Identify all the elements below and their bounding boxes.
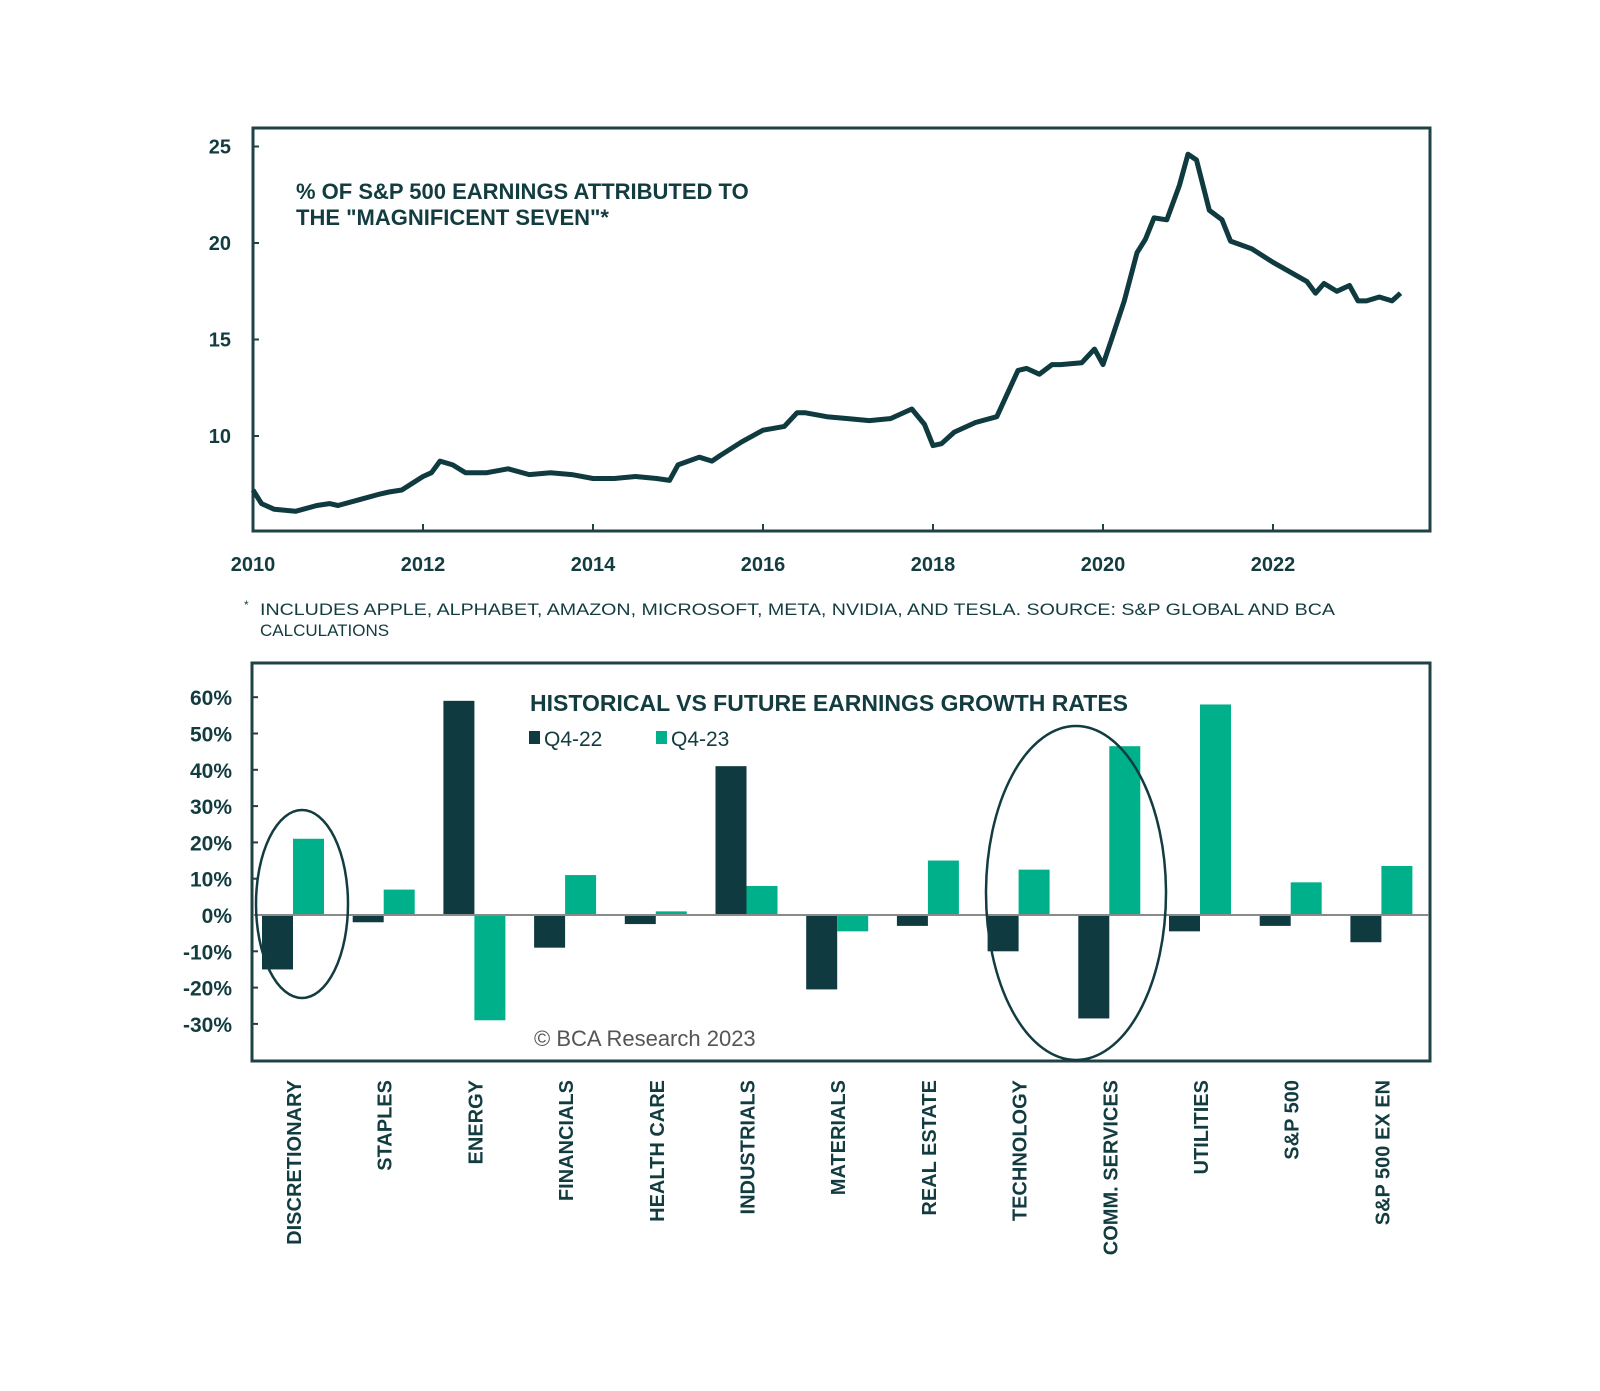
bar-q4-22-financials xyxy=(534,915,566,948)
bar-q4-22-materials xyxy=(806,915,838,990)
line-chart-x-axis: 2010 2012 2014 2016 2018 2020 2022 xyxy=(231,524,1296,576)
y-tick-label: 20 xyxy=(209,233,231,255)
bar-q4-23-s-p-500-ex-en xyxy=(1381,865,1413,915)
category-label: S&P 500 xyxy=(1282,1080,1304,1160)
bar-q4-23-health-care xyxy=(655,911,687,915)
bar-chart-bars xyxy=(262,700,1413,1021)
bar-chart: 60% 50% 40% 30% 20% 10% 0% -10% -20% -30% HISTORI… xyxy=(183,661,1432,1255)
legend-swatch-q4-23 xyxy=(656,731,667,744)
bar-q4-23-staples xyxy=(383,889,415,915)
y-tick-label: 10 xyxy=(209,426,231,448)
y-tick-label: 30% xyxy=(190,796,232,819)
legend-swatch-q4-22 xyxy=(529,731,540,744)
category-label: ENERGY xyxy=(465,1079,487,1164)
bar-q4-22-utilities xyxy=(1169,915,1200,932)
footnote-line1: INCLUDES APPLE, ALPHABET, AMAZON, MICROS… xyxy=(260,600,1336,619)
bar-q4-22-staples xyxy=(352,915,384,923)
footnote-marker: * xyxy=(244,598,249,612)
y-tick-label: -30% xyxy=(183,1014,232,1037)
bar-q4-23-real-estate xyxy=(927,860,959,915)
highlight-ellipse-discretionary xyxy=(254,808,350,1000)
x-tick-label: 2022 xyxy=(1251,554,1296,576)
bar-q4-22-real-estate xyxy=(896,915,928,926)
bar-chart-frame xyxy=(250,661,1432,1063)
y-tick-label: -10% xyxy=(183,941,232,964)
y-tick-label: 25 xyxy=(209,137,231,159)
y-tick-label: 40% xyxy=(190,760,232,783)
highlight-ellipse-tech-comm xyxy=(984,724,1168,1062)
bar-q4-22-energy xyxy=(443,700,475,915)
line-chart-frame xyxy=(251,126,1432,533)
x-tick-label: 2018 xyxy=(911,554,956,576)
category-label: MATERIALS xyxy=(828,1080,850,1195)
line-chart-title-line1: % OF S&P 500 EARNINGS ATTRIBUTED TO xyxy=(296,179,749,204)
x-tick-label: 2016 xyxy=(741,554,786,576)
bar-q4-23-s-p-500 xyxy=(1290,882,1322,915)
bar-q4-23-technology xyxy=(1018,869,1050,915)
x-tick-label: 2014 xyxy=(571,554,616,576)
legend: Q4-22 Q4-23 xyxy=(529,728,729,751)
bar-q4-23-comm-services xyxy=(1109,746,1141,915)
y-tick-label: 0% xyxy=(202,905,233,928)
bar-q4-23-financials xyxy=(565,875,597,915)
footnote-line2: CALCULATIONS xyxy=(260,621,389,640)
category-label: FINANCIALS xyxy=(556,1080,578,1201)
category-label: REAL ESTATE xyxy=(919,1080,941,1216)
legend-label-q4-23: Q4-23 xyxy=(671,728,729,751)
legend-label-q4-22: Q4-22 xyxy=(544,728,602,751)
copyright-credit: © BCA Research 2023 xyxy=(534,1026,756,1051)
bar-q4-22-industrials xyxy=(715,766,747,915)
bar-q4-22-comm-services xyxy=(1078,915,1110,1019)
bar-q4-22-s-p-500-ex-en xyxy=(1350,915,1382,943)
category-label: COMM. SERVICES xyxy=(1100,1080,1122,1255)
y-tick-label: 20% xyxy=(190,832,232,855)
y-tick-label: 60% xyxy=(190,687,232,710)
category-label: TECHNOLOGY xyxy=(1010,1079,1032,1221)
bar-q4-23-discretionary xyxy=(293,838,324,915)
line-chart-y-axis: 10 15 20 25 xyxy=(209,137,259,448)
bar-q4-23-utilities xyxy=(1200,704,1231,915)
bar-q4-23-industrials xyxy=(746,885,778,915)
x-tick-label: 2012 xyxy=(401,554,446,576)
bar-q4-22-discretionary xyxy=(262,915,293,970)
bar-chart-y-axis: 60% 50% 40% 30% 20% 10% 0% -10% -20% -30% xyxy=(183,687,258,1037)
category-label: DISCRETIONARY xyxy=(284,1079,306,1244)
line-chart-title-line2: THE "MAGNIFICENT SEVEN"* xyxy=(296,205,609,230)
x-tick-label: 2010 xyxy=(231,554,276,576)
category-label: S&P 500 EX EN xyxy=(1372,1080,1394,1225)
y-tick-label: 10% xyxy=(190,869,232,892)
bar-q4-22-s-p-500 xyxy=(1259,915,1291,926)
category-label: HEALTH CARE xyxy=(647,1080,669,1222)
bar-q4-23-materials xyxy=(837,915,869,932)
category-label: UTILITIES xyxy=(1191,1080,1213,1174)
line-chart: 10 15 20 25 2010 2012 2014 2016 2018 2020 2022 % … xyxy=(209,126,1432,640)
bar-q4-23-energy xyxy=(474,915,506,1021)
line-series-magnificent-seven xyxy=(250,151,1403,514)
y-tick-label: -20% xyxy=(183,978,232,1001)
bar-q4-22-health-care xyxy=(624,915,656,925)
bar-q4-22-technology xyxy=(987,915,1019,952)
bar-chart-title: HISTORICAL VS FUTURE EARNINGS GROWTH RAT… xyxy=(530,690,1128,716)
y-tick-label: 15 xyxy=(209,330,231,352)
bar-chart-category-labels: DISCRETIONARY STAPLES ENERGY FINANCIALS HEAL… xyxy=(284,1079,1394,1255)
category-label: INDUSTRIALS xyxy=(738,1080,760,1214)
category-label: STAPLES xyxy=(375,1080,397,1171)
x-tick-label: 2020 xyxy=(1081,554,1126,576)
y-tick-label: 50% xyxy=(190,724,232,747)
